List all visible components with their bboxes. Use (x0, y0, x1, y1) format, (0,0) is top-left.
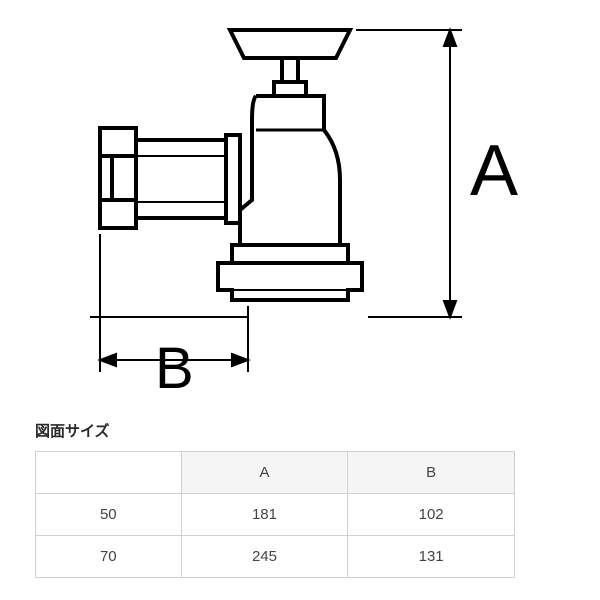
table-row: 50 181 102 (36, 494, 515, 536)
table-cell: 102 (348, 494, 515, 536)
table-header-blank (36, 452, 182, 494)
table-header-b: B (348, 452, 515, 494)
table-cell: 245 (181, 536, 348, 578)
table-cell: 70 (36, 536, 182, 578)
technical-diagram: A B (0, 0, 600, 400)
table-header-row: A B (36, 452, 515, 494)
table-cell: 50 (36, 494, 182, 536)
dimensions-table-section: 図面サイズ A B 50 181 102 70 245 131 (35, 420, 565, 578)
table-title: 図面サイズ (35, 420, 565, 441)
dimensions-table: A B 50 181 102 70 245 131 (35, 451, 515, 578)
table-cell: 131 (348, 536, 515, 578)
table-row: 70 245 131 (36, 536, 515, 578)
table-header-a: A (181, 452, 348, 494)
table-cell: 181 (181, 494, 348, 536)
dimension-label-b: B (155, 335, 194, 402)
dimension-label-a: A (470, 130, 518, 212)
